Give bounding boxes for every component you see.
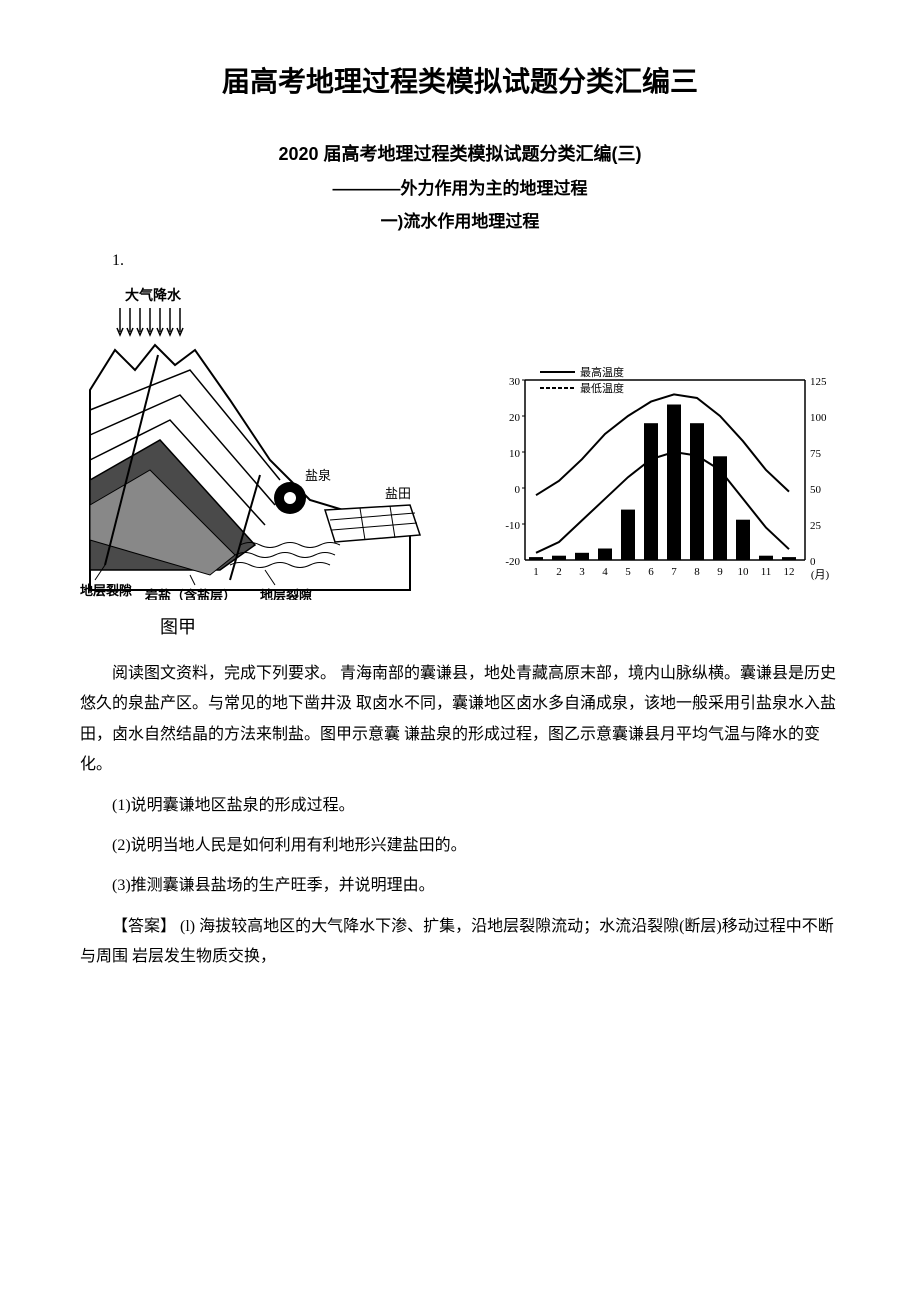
- figures-container: 大气降水: [80, 280, 840, 639]
- question-3: (3)推测囊谦县盐场的生产旺季，并说明理由。: [80, 871, 840, 901]
- legend-min: 最低温度: [580, 381, 624, 395]
- svg-text:75: 75: [810, 448, 822, 460]
- svg-text:9: 9: [717, 566, 723, 578]
- label-fault1: 地层裂隙: [80, 583, 132, 598]
- svg-text:1: 1: [533, 566, 539, 578]
- svg-text:6: 6: [648, 566, 654, 578]
- subtitle: 2020 届高考地理过程类模拟试题分类汇编(三): [80, 140, 840, 166]
- svg-text:(月): (月): [811, 569, 830, 581]
- label-field: 盐田: [385, 486, 411, 501]
- svg-text:8: 8: [694, 566, 700, 578]
- svg-text:25: 25: [810, 520, 822, 532]
- svg-text:3: 3: [579, 566, 585, 578]
- page-title: 届高考地理过程类模拟试题分类汇编三: [80, 60, 840, 100]
- body-paragraph: 阅读图文资料，完成下列要求。 青海南部的囊谦县，地处青藏高原末部，境内山脉纵横。…: [80, 659, 840, 781]
- y-left-ticks: 30 20 10 0 -10 -20: [505, 376, 525, 568]
- svg-text:100: 100: [810, 412, 827, 424]
- svg-text:0: 0: [515, 484, 521, 496]
- svg-text:12: 12: [784, 566, 795, 578]
- chart-climate: 30 20 10 0 -10 -20 125 100 75 50 25 0 1 …: [480, 360, 840, 600]
- question-1: (1)说明囊谦地区盐泉的形成过程。: [80, 791, 840, 821]
- spring-center: [284, 492, 296, 504]
- svg-text:10: 10: [509, 448, 521, 460]
- section-sub1: ————外力作用为主的地理过程: [80, 174, 840, 199]
- salt-field: [325, 505, 420, 542]
- svg-text:5: 5: [625, 566, 631, 578]
- svg-text:2: 2: [556, 566, 562, 578]
- svg-text:-10: -10: [505, 520, 520, 532]
- svg-text:20: 20: [509, 412, 521, 424]
- svg-text:50: 50: [810, 484, 822, 496]
- label-rain: 大气降水: [125, 287, 182, 304]
- figure-right: 30 20 10 0 -10 -20 125 100 75 50 25 0 1 …: [480, 360, 840, 605]
- bars: [529, 405, 796, 561]
- svg-text:10: 10: [738, 566, 750, 578]
- diagram-salt-spring: 大气降水: [80, 280, 430, 600]
- figure-left: 大气降水: [80, 280, 430, 639]
- x-ticks: 1 2 3 4 5 6 7 8 9 10 11 12 (月): [533, 566, 829, 581]
- svg-text:125: 125: [810, 376, 827, 388]
- question-number: 1.: [80, 252, 840, 270]
- svg-text:30: 30: [509, 376, 521, 388]
- svg-text:4: 4: [602, 566, 608, 578]
- svg-text:-20: -20: [505, 556, 520, 568]
- label-fault2: 地层裂隙: [260, 588, 312, 600]
- legend-max: 最高温度: [580, 365, 624, 379]
- svg-text:7: 7: [671, 566, 677, 578]
- y-right-ticks: 125 100 75 50 25 0: [810, 376, 827, 568]
- svg-text:11: 11: [761, 566, 772, 578]
- svg-text:0: 0: [810, 556, 816, 568]
- answer-paragraph: 【答案】 (l) 海拔较高地区的大气降水下渗、扩集，沿地层裂隙流动；水流沿裂隙(…: [80, 912, 840, 973]
- question-2: (2)说明当地人民是如何利用有利地形兴建盐田的。: [80, 831, 840, 861]
- label-spring: 盐泉: [305, 468, 331, 483]
- label-rock: 岩盐（含盐层）: [144, 588, 236, 600]
- rain-lines: [117, 308, 183, 335]
- section-sub2: 一)流水作用地理过程: [80, 207, 840, 232]
- figure-left-caption: 图甲: [160, 613, 430, 639]
- max-temp-line: [536, 394, 789, 495]
